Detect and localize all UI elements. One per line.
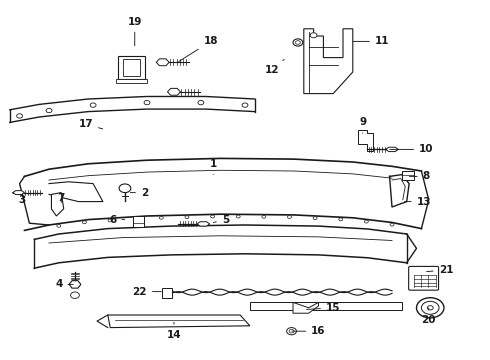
Text: 19: 19 [127,17,142,46]
Circle shape [262,215,266,218]
Text: 14: 14 [167,322,181,340]
Text: 10: 10 [390,144,434,154]
Circle shape [288,216,292,219]
Circle shape [159,216,163,219]
Circle shape [57,224,61,227]
Circle shape [236,215,240,218]
Circle shape [390,223,394,226]
Text: 21: 21 [427,265,453,275]
Polygon shape [108,315,250,328]
Text: 9: 9 [359,117,366,133]
Circle shape [339,218,343,221]
Circle shape [82,221,86,224]
Polygon shape [168,88,180,95]
Text: 20: 20 [421,308,436,325]
Circle shape [310,33,317,38]
Polygon shape [250,302,402,310]
Bar [133,216,144,227]
Bar [162,288,172,298]
Bar [122,59,140,76]
Polygon shape [13,191,24,194]
Circle shape [134,217,138,220]
Text: 4: 4 [55,279,73,289]
Polygon shape [304,29,353,94]
Text: 11: 11 [353,36,390,46]
Text: 15: 15 [307,303,341,313]
Text: 8: 8 [410,171,430,181]
Circle shape [416,298,444,318]
Circle shape [427,306,433,310]
Circle shape [289,329,294,333]
Circle shape [293,39,303,46]
Circle shape [313,217,317,220]
Text: 7: 7 [57,193,65,203]
Text: 6: 6 [109,215,124,225]
Circle shape [90,103,96,107]
Polygon shape [156,59,169,66]
Polygon shape [358,130,373,151]
Circle shape [198,100,204,105]
Bar [118,56,145,79]
Text: 17: 17 [78,119,103,129]
Circle shape [119,184,131,193]
Polygon shape [197,222,210,226]
Text: 5: 5 [214,215,229,225]
Text: 22: 22 [132,287,161,297]
FancyBboxPatch shape [409,266,439,290]
Circle shape [211,215,215,218]
Circle shape [108,219,112,222]
Polygon shape [402,171,414,180]
Text: 3: 3 [12,193,25,205]
Polygon shape [386,147,398,152]
Polygon shape [69,281,81,288]
Text: 16: 16 [292,326,326,336]
Polygon shape [51,193,64,216]
Text: 18: 18 [179,36,218,62]
Text: 12: 12 [265,59,284,75]
Circle shape [287,328,296,335]
Polygon shape [293,302,318,313]
Circle shape [46,108,52,113]
Circle shape [185,216,189,219]
Circle shape [144,100,150,105]
Circle shape [295,41,300,44]
Circle shape [242,103,248,107]
Circle shape [17,114,23,118]
Text: 2: 2 [130,188,148,198]
Text: 13: 13 [405,197,431,207]
Circle shape [71,292,79,298]
Circle shape [421,301,439,314]
Circle shape [365,220,368,223]
Bar [116,79,147,83]
Text: 1: 1 [210,159,217,175]
